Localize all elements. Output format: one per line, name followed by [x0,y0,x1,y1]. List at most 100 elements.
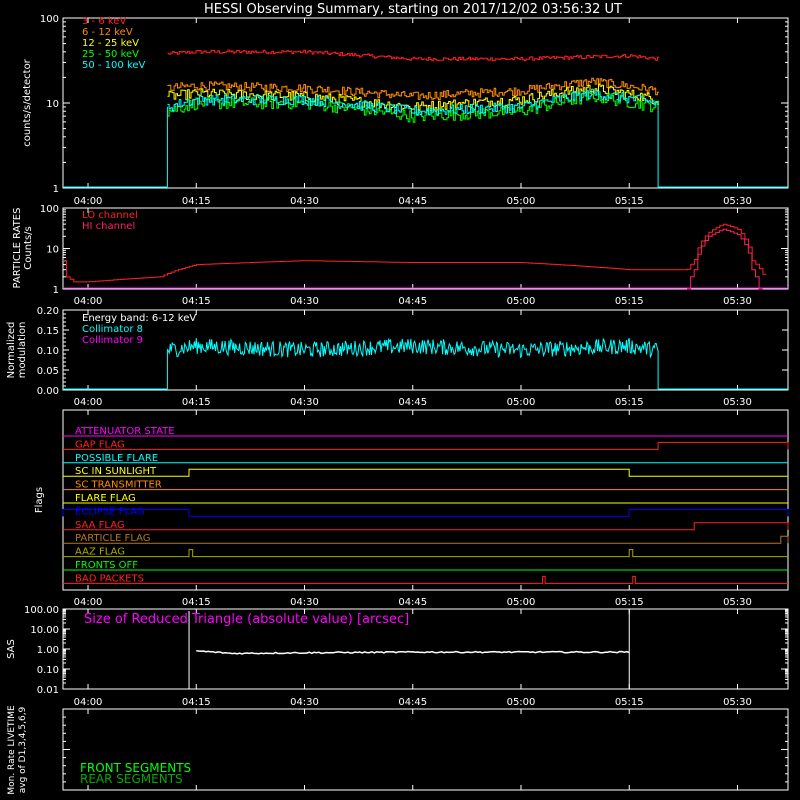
legend-hi-channel: HI channel [82,221,135,232]
series-collimator-8 [166,337,659,359]
x-tick-label: 04:45 [398,196,427,207]
x-tick-label: 05:30 [723,196,752,207]
flag-possible-flare-label: POSSIBLE FLARE [75,453,158,464]
flags-series: ATTENUATOR STATE GAP FLAG POSSIBLE FLARE SC… [62,426,789,584]
x-tick-label: 05:15 [615,196,644,207]
y-tick-label: 100.00 [24,605,59,616]
legend-collimator-9: Collimator 9 [82,335,143,346]
flag-sc-in-sunlight-line [63,468,788,477]
x-tick-label: 05:00 [507,296,536,307]
particle-rates-ylabel-2: Counts/s [23,226,34,270]
livetime-panel: Mon. Rate LIVETIME avg of D1,3,4,5,6,9 F… [7,705,789,795]
legend-front-segments: FRONT SEGMENTS [80,761,191,775]
y-tick-label: 10.00 [30,625,59,636]
count-rates-xaxis: 04:00 04:15 04:30 04:45 05:00 05:15 05:30 [74,18,752,207]
series-6-12-kev [167,77,660,100]
legend-12-25-kev: 12 - 25 keV [82,38,139,49]
x-tick-label: 04:00 [74,697,103,708]
flags-ylabel: Flags [34,487,45,513]
x-tick-label: 05:30 [723,397,752,408]
flag-gap-flag-label: GAP FLAG [75,439,125,450]
flag-aaz-flag-label: AAZ FLAG [75,547,125,558]
legend-collimator-8: Collimator 8 [82,324,143,335]
flag-bad-packets-line [63,575,788,584]
particle-rates-xaxis: 04:00 04:15 04:30 04:45 05:00 05:15 05:30 [74,208,752,307]
legend-3-6-kev: 3 - 6 keV [82,16,126,27]
flag-sc-in-sunlight-label: SC IN SUNLIGHT [75,466,157,477]
x-tick-label: 05:30 [723,597,752,608]
particle-rates-ylabel-1: PARTICLE RATES [12,208,23,289]
x-tick-label: 04:00 [74,397,103,408]
x-tick-label: 05:15 [615,597,644,608]
x-tick-label: 05:30 [723,697,752,708]
modulation-ylabel-2: modulation [17,322,28,379]
y-tick-label: 0.05 [37,366,59,377]
x-tick-label: 05:00 [507,397,536,408]
livetime-xaxis [87,709,738,790]
count-rates-yaxis: 1 10 100 [40,14,788,195]
x-tick-label: 05:00 [507,597,536,608]
count-rates-ylabel: counts/s/detector [22,58,33,146]
livetime-ylabel-2: avg of D1,3,4,5,6,9 [18,706,28,793]
x-tick-label: 04:00 [74,196,103,207]
x-tick-label: 04:30 [290,296,319,307]
series-lo-channel [63,223,767,283]
x-tick-label: 04:15 [182,196,211,207]
livetime-yaxis [63,708,788,791]
y-tick-label: 0.10 [37,346,59,357]
y-tick-label: 10 [46,99,59,110]
sas-annotation: Size of Reduced Triangle (absolute value… [84,612,409,627]
particle-rates-legend: LO channel HI channel [82,210,138,232]
y-tick-label: 1.00 [37,645,59,656]
sas-yaxis: 0.01 0.10 1.00 10.00 100.00 [24,605,788,696]
legend-6-12-kev: 6 - 12 keV [82,27,133,38]
x-tick-label: 05:15 [615,296,644,307]
x-tick-label: 04:15 [182,296,211,307]
flag-particle-flag-line [63,535,789,544]
particle-rates-yaxis: 1 10 100 [40,204,788,296]
x-tick-label: 04:00 [74,296,103,307]
legend-25-50-kev: 25 - 50 keV [82,49,139,60]
y-tick-label: 0.01 [37,685,59,696]
flag-eclipse-flag-line [62,508,789,517]
y-tick-label: 0.10 [37,665,59,676]
y-tick-label: 0.00 [37,386,59,397]
particle-rates-series [63,223,788,290]
y-tick-label: 1 [53,285,59,296]
y-tick-label: 100 [40,14,59,25]
modulation-xaxis: 04:00 04:15 04:30 04:45 05:00 05:15 05:30 [74,310,752,408]
flag-particle-flag-label: PARTICLE FLAG [75,533,151,544]
sas-series [188,609,630,689]
sas-ylabel: SAS [6,639,17,659]
count-rates-series [63,49,788,188]
flag-aaz-flag-line [63,549,788,558]
modulation-panel: Normalized modulation 0.000.050.100.150.… [6,306,789,408]
legend-rear-segments: REAR SEGMENTS [80,772,183,786]
sas-trace [196,649,630,655]
flag-flare-flag-label: FLARE FLAG [75,493,136,504]
sas-panel: SAS 0.01 0.10 1.00 10.00 100.00 04:00 04:15 04… [6,605,789,708]
series-50-100-kev [167,88,660,116]
x-tick-label: 04:15 [182,697,211,708]
flag-gap-flag-line [63,441,789,450]
flags-panel: Flags 04:00 04:15 04:30 04:45 05:00 05:15 05:3… [34,409,789,608]
modulation-yaxis: 0.00 0.05 0.10 0.15 0.20 [37,306,788,397]
legend-50-100-kev: 50 - 100 keV [82,60,146,71]
x-tick-label: 04:45 [398,397,427,408]
x-tick-label: 05:00 [507,196,536,207]
flag-sc-transmitter-label: SC TRANSMITTER [75,480,162,491]
particle-rates-panel: PARTICLE RATES Counts/s 1 10 100 04:00 04:1… [12,204,789,307]
flag-bad-packets-label: BAD PACKETS [75,573,144,584]
y-tick-label: 100 [40,204,59,215]
x-tick-label: 04:30 [290,597,319,608]
flag-saa-flag-line [63,522,789,531]
x-tick-label: 04:45 [398,296,427,307]
plot-title: HESSI Observing Summary, starting on 201… [204,2,622,17]
x-tick-label: 05:00 [507,697,536,708]
livetime-ylabel-1: Mon. Rate LIVETIME [7,705,17,795]
x-tick-label: 04:00 [74,597,103,608]
x-tick-label: 04:15 [182,597,211,608]
y-tick-label: 0.15 [37,326,59,337]
